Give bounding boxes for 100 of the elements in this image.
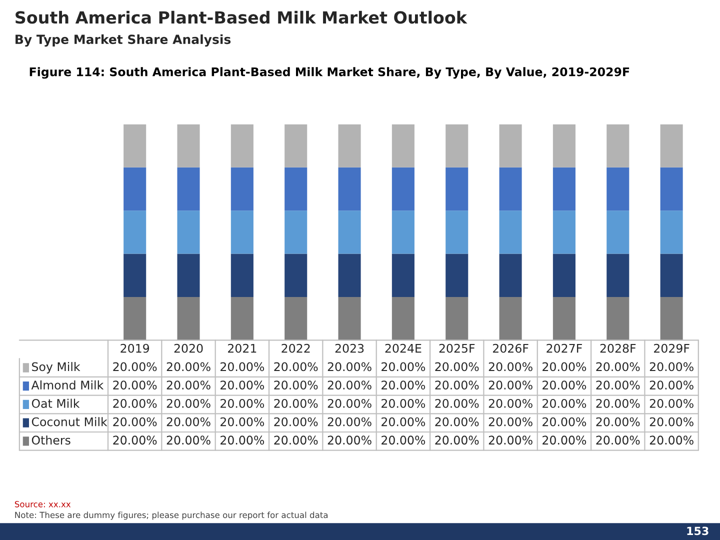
data-label: 20.00% [113, 380, 157, 390]
bar [230, 297, 254, 340]
bar [660, 254, 683, 297]
data-label: 20.00% [220, 417, 264, 426]
data-label: 20.00% [274, 362, 318, 372]
data-label: 20.00% [596, 380, 640, 390]
bar [124, 210, 146, 254]
bar [392, 297, 414, 340]
bar [446, 167, 468, 211]
x-tick-label: 2020 [174, 344, 203, 353]
bar [660, 167, 683, 211]
data-label: 20.00% [166, 417, 210, 426]
data-label: 20.00% [220, 436, 264, 445]
bar [606, 124, 630, 168]
data-label: 20.00% [166, 362, 210, 372]
bar [446, 297, 468, 340]
bar [392, 210, 414, 254]
bar [284, 254, 308, 297]
data-label: 20.00% [488, 417, 532, 426]
data-label: 20.00% [113, 362, 157, 372]
data-label: 20.00% [113, 398, 157, 408]
text: 153 [687, 526, 708, 536]
bar [499, 124, 522, 168]
bar [660, 297, 683, 340]
data-label: 20.00% [650, 436, 694, 445]
bar [499, 167, 522, 211]
bar [552, 210, 576, 254]
data-label: 20.00% [542, 398, 586, 408]
bar [392, 124, 414, 168]
x-tick-label: 2027F [546, 344, 582, 353]
bar [606, 167, 630, 211]
legend-label: Oat Milk [32, 398, 80, 408]
source-note: Source: xx.xx [14, 501, 71, 508]
bar [177, 167, 200, 211]
data-label: 20.00% [274, 398, 318, 408]
legend-label: Almond Milk [31, 380, 104, 390]
data-label: 20.00% [328, 436, 372, 445]
data-label: 20.00% [596, 398, 640, 408]
bar [338, 124, 361, 168]
x-tick-label: 2024E [385, 344, 422, 353]
data-label: 20.00% [382, 417, 426, 426]
bar [338, 254, 361, 297]
bar [446, 210, 468, 254]
legend-label: Soy Milk [32, 362, 80, 374]
bar [660, 124, 683, 168]
bar [338, 297, 361, 340]
data-label: 20.00% [650, 398, 694, 408]
bar [284, 297, 308, 340]
bar [499, 210, 522, 254]
x-tick-label: 2025F [439, 344, 475, 353]
bar [177, 254, 200, 297]
chart-subtitle: By Type Market Share Analysis [16, 34, 231, 47]
data-label: 20.00% [435, 417, 479, 426]
data-label: 20.00% [274, 417, 318, 426]
bar [230, 254, 254, 297]
bar [446, 124, 468, 168]
data-label: 20.00% [542, 362, 586, 372]
bar [392, 167, 414, 211]
bar [446, 254, 468, 297]
data-label: 20.00% [488, 362, 532, 372]
bar [230, 124, 254, 168]
legend-label: Others [32, 435, 70, 445]
text: Note: These are dummy figures; please purchase our report for actual data [15, 512, 328, 520]
bar [177, 124, 200, 168]
data-label: 20.00% [542, 417, 586, 426]
x-tick-label: 2028F [600, 344, 636, 353]
data-label: 20.00% [166, 380, 210, 390]
data-label: 20.00% [220, 380, 264, 390]
bar [284, 124, 308, 168]
chart-title: South America Plant-Based Milk Market Outlook [16, 10, 468, 24]
caption: Figure 114: South America Plant-Based Milk Market Share, By Type, By Value, 2019-2029F [30, 67, 630, 79]
data-label: 20.00% [488, 436, 532, 445]
data-label: 20.00% [435, 362, 479, 372]
data-label: 20.00% [328, 398, 372, 408]
legend-label: Coconut Milk [32, 417, 108, 426]
bar [124, 254, 146, 297]
bar [499, 254, 522, 297]
data-label: 20.00% [382, 398, 426, 408]
bar [124, 297, 146, 340]
data-label: 20.00% [382, 380, 426, 390]
x-tick-label: 2026F [492, 344, 528, 353]
bar [552, 297, 576, 340]
data-label: 20.00% [113, 436, 157, 445]
bar [606, 210, 630, 254]
data-label: 20.00% [650, 417, 694, 426]
data-label: 20.00% [113, 417, 157, 426]
data-label: 20.00% [328, 380, 372, 390]
data-label: 20.00% [220, 398, 264, 408]
bar [284, 167, 308, 211]
bar [552, 254, 576, 297]
data-label: 20.00% [596, 417, 640, 426]
x-tick-label: 2022 [282, 344, 310, 353]
x-tick-label: 2019 [120, 344, 150, 353]
bar [124, 124, 146, 168]
bar [284, 210, 308, 254]
bar [606, 254, 630, 297]
data-label: 20.00% [274, 436, 318, 445]
bar [499, 297, 522, 340]
bar [230, 210, 254, 254]
x-tick-label: 2021 [228, 344, 256, 353]
